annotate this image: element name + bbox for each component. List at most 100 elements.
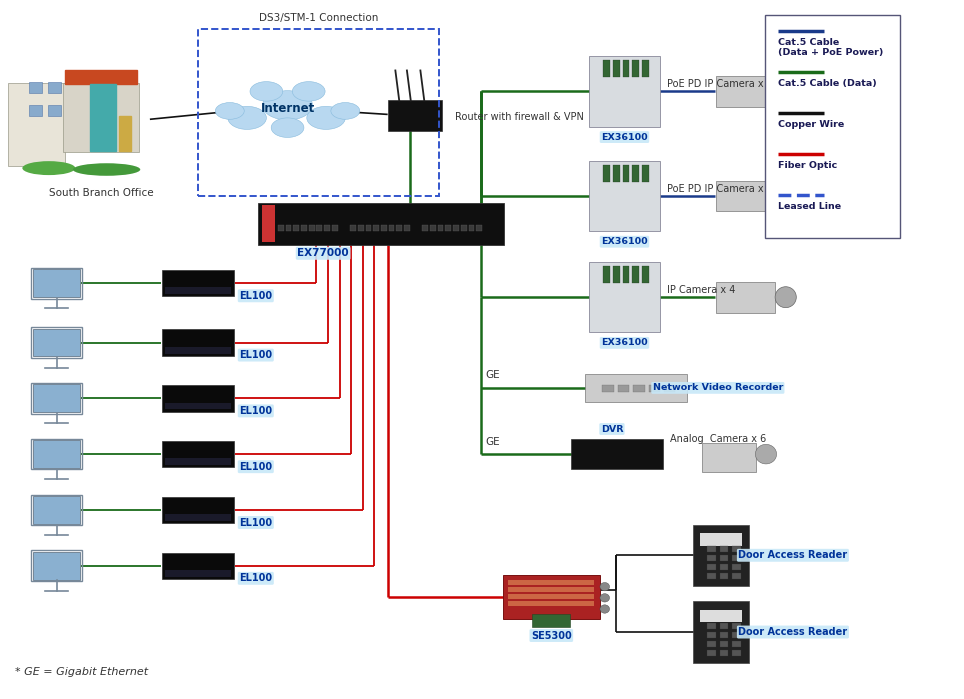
FancyBboxPatch shape bbox=[9, 83, 66, 166]
Bar bbox=[733, 555, 741, 561]
Bar bbox=[438, 224, 443, 231]
Ellipse shape bbox=[775, 287, 796, 308]
Bar bbox=[708, 650, 716, 656]
Bar bbox=[613, 165, 620, 182]
Text: Copper Wire: Copper Wire bbox=[778, 120, 844, 129]
Bar bbox=[733, 546, 741, 552]
Bar bbox=[623, 266, 629, 283]
Bar bbox=[308, 224, 314, 231]
FancyBboxPatch shape bbox=[502, 575, 600, 619]
FancyBboxPatch shape bbox=[34, 384, 80, 412]
Bar bbox=[404, 224, 410, 231]
FancyBboxPatch shape bbox=[388, 101, 442, 131]
FancyBboxPatch shape bbox=[532, 614, 570, 627]
Text: GE: GE bbox=[486, 370, 500, 380]
FancyBboxPatch shape bbox=[716, 282, 775, 312]
Bar bbox=[708, 573, 716, 579]
FancyBboxPatch shape bbox=[165, 347, 230, 354]
FancyBboxPatch shape bbox=[162, 385, 233, 412]
FancyBboxPatch shape bbox=[48, 106, 62, 117]
Bar bbox=[365, 224, 371, 231]
FancyBboxPatch shape bbox=[693, 525, 749, 586]
Text: Leased Line: Leased Line bbox=[778, 202, 841, 211]
Bar bbox=[733, 650, 741, 656]
Bar bbox=[708, 641, 716, 647]
Text: DVR: DVR bbox=[601, 424, 623, 433]
Text: EX36100: EX36100 bbox=[602, 133, 648, 142]
Bar bbox=[733, 573, 741, 579]
Bar bbox=[381, 224, 387, 231]
Bar bbox=[700, 610, 742, 622]
Text: PoE PD IP Camera x 3: PoE PD IP Camera x 3 bbox=[667, 80, 773, 89]
Bar bbox=[720, 564, 729, 570]
Text: Cat.5 Cable (Data): Cat.5 Cable (Data) bbox=[778, 79, 876, 88]
Polygon shape bbox=[120, 116, 131, 151]
Ellipse shape bbox=[22, 161, 75, 175]
Bar bbox=[396, 224, 402, 231]
Bar bbox=[649, 385, 660, 392]
Text: EL100: EL100 bbox=[239, 462, 273, 472]
Bar bbox=[301, 224, 307, 231]
Ellipse shape bbox=[600, 593, 609, 602]
FancyBboxPatch shape bbox=[589, 161, 660, 231]
FancyBboxPatch shape bbox=[589, 262, 660, 333]
FancyBboxPatch shape bbox=[34, 440, 80, 468]
Polygon shape bbox=[91, 85, 117, 151]
FancyBboxPatch shape bbox=[162, 441, 233, 468]
Bar bbox=[285, 224, 291, 231]
FancyBboxPatch shape bbox=[165, 287, 230, 294]
Bar bbox=[708, 632, 716, 637]
Text: DS3/STM-1 Connection: DS3/STM-1 Connection bbox=[258, 13, 378, 23]
FancyBboxPatch shape bbox=[64, 83, 140, 152]
Text: Internet: Internet bbox=[260, 102, 314, 115]
Bar bbox=[350, 224, 356, 231]
FancyBboxPatch shape bbox=[589, 56, 660, 127]
Bar bbox=[358, 224, 363, 231]
FancyBboxPatch shape bbox=[165, 403, 230, 410]
Ellipse shape bbox=[271, 118, 304, 138]
Text: Analog  Camera x 6: Analog Camera x 6 bbox=[670, 434, 766, 444]
Bar bbox=[603, 165, 610, 182]
Text: EL100: EL100 bbox=[239, 573, 273, 584]
Bar bbox=[613, 60, 620, 78]
Bar bbox=[708, 555, 716, 561]
Bar bbox=[388, 224, 394, 231]
Ellipse shape bbox=[775, 81, 796, 102]
FancyBboxPatch shape bbox=[162, 552, 233, 579]
Polygon shape bbox=[66, 71, 138, 85]
Bar bbox=[603, 60, 610, 78]
Bar bbox=[633, 385, 645, 392]
FancyBboxPatch shape bbox=[34, 269, 80, 297]
Bar bbox=[278, 224, 283, 231]
Bar bbox=[720, 573, 729, 579]
Ellipse shape bbox=[73, 164, 141, 175]
Bar bbox=[324, 224, 330, 231]
Ellipse shape bbox=[331, 103, 360, 120]
Ellipse shape bbox=[292, 82, 325, 101]
Ellipse shape bbox=[307, 106, 345, 129]
Bar bbox=[623, 165, 629, 182]
Text: * GE = Gigabit Ethernet: * GE = Gigabit Ethernet bbox=[15, 667, 148, 677]
Bar bbox=[623, 60, 629, 78]
Bar bbox=[469, 224, 474, 231]
FancyBboxPatch shape bbox=[34, 496, 80, 524]
FancyBboxPatch shape bbox=[34, 552, 80, 579]
FancyBboxPatch shape bbox=[29, 106, 42, 117]
Ellipse shape bbox=[756, 445, 777, 464]
Text: IP Camera x 4: IP Camera x 4 bbox=[667, 285, 736, 295]
Text: SE5300: SE5300 bbox=[531, 630, 572, 640]
Bar bbox=[373, 224, 379, 231]
FancyBboxPatch shape bbox=[571, 440, 663, 469]
Bar bbox=[720, 546, 729, 552]
Bar bbox=[508, 587, 594, 591]
Bar bbox=[708, 564, 716, 570]
Bar bbox=[632, 165, 639, 182]
FancyBboxPatch shape bbox=[162, 329, 233, 356]
Ellipse shape bbox=[250, 82, 282, 101]
FancyBboxPatch shape bbox=[703, 443, 757, 472]
Bar bbox=[700, 533, 742, 545]
Bar bbox=[422, 224, 428, 231]
Bar bbox=[720, 641, 729, 647]
Bar bbox=[720, 623, 729, 628]
Bar bbox=[613, 266, 620, 283]
